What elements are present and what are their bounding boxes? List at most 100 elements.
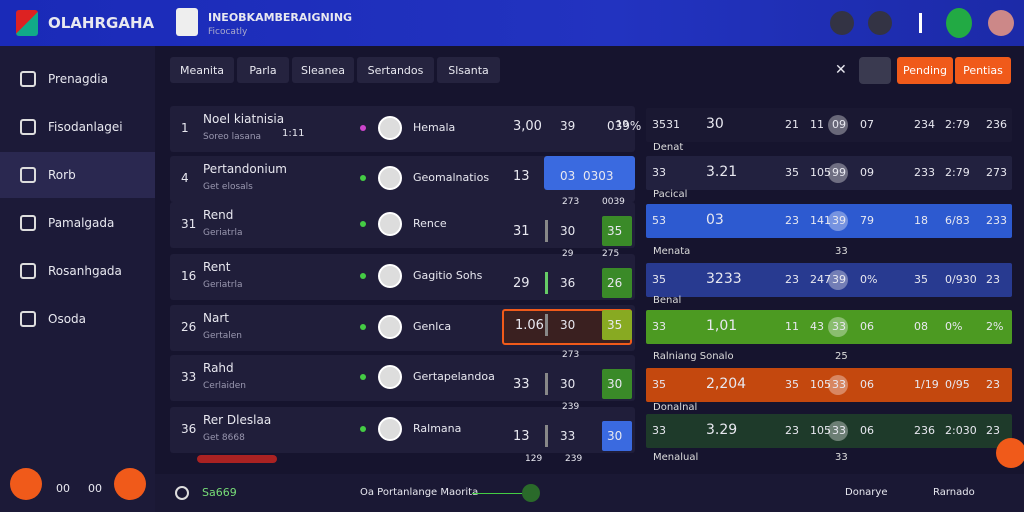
action-button[interactable]: Pentias bbox=[955, 57, 1011, 84]
player-row[interactable]: 31 Rend Geriatrla Rence 31 30 35 273 0039 bbox=[170, 197, 635, 248]
stat-cell: 33 bbox=[832, 378, 846, 391]
tab[interactable]: Slsanta bbox=[437, 57, 500, 83]
player-row[interactable]: 26 Nart Gertalen Genlca 1.06 30 35 bbox=[170, 305, 635, 351]
stat-row[interactable]: 35 3233 23 247 39 0% 35 0/930 23 bbox=[646, 263, 1012, 297]
chat-icon[interactable] bbox=[868, 11, 892, 35]
footer-link[interactable]: Rarnado bbox=[933, 487, 975, 498]
team-sub: Get elosals bbox=[203, 182, 253, 192]
nav-label: Rosanhgada bbox=[48, 264, 122, 278]
player-name: Hemala bbox=[413, 121, 456, 134]
top-stat: 0039 bbox=[602, 197, 625, 207]
player-row[interactable]: 36 Rer Dleslaa Get 8668 Ralmana 13 33 30 239 bbox=[170, 402, 635, 453]
score: 33 bbox=[513, 377, 530, 392]
avatar bbox=[378, 365, 402, 389]
sidebar: Prenagdia Fisodanlagei Rorb Pamalgada Rosanh… bbox=[0, 46, 155, 512]
stat-row[interactable]: 3531 30 21 11 09 07 234 2:79 236 bbox=[646, 108, 1012, 142]
stat-box bbox=[602, 268, 632, 298]
stat-row[interactable]: 33 3.29 23 105 33 06 236 2:030 23 bbox=[646, 414, 1012, 448]
footer-knob[interactable] bbox=[522, 484, 540, 502]
nav-icon bbox=[20, 263, 36, 279]
stat-cell: 18 bbox=[914, 214, 928, 227]
stat-cell: 06 bbox=[860, 424, 874, 437]
stat-cell: 35 bbox=[785, 166, 799, 179]
stat-cell: 233 bbox=[986, 214, 1007, 227]
sidebar-counter: 00 bbox=[88, 482, 102, 495]
stat-cell: 105 bbox=[810, 424, 831, 437]
stat-cell: 1/19 bbox=[914, 378, 939, 391]
stat-cell: 2:79 bbox=[945, 118, 970, 131]
stat-row[interactable]: 33 1,01 11 43 33 06 08 0% 2% bbox=[646, 310, 1012, 344]
status-dot bbox=[360, 374, 366, 380]
player-name: Gertapelandoa bbox=[413, 370, 495, 383]
nav-label: Osoda bbox=[48, 312, 87, 326]
nav-item[interactable]: Rorb bbox=[0, 152, 155, 198]
stat-cell: 03 bbox=[706, 212, 724, 228]
group-note: 33 bbox=[835, 246, 848, 257]
stat-b: 35 bbox=[607, 318, 623, 332]
tab[interactable]: Meanita bbox=[170, 57, 234, 83]
stat-cell: 2:030 bbox=[945, 424, 977, 437]
team-title: INEOBKAMBERAIGNING bbox=[208, 11, 353, 24]
tab[interactable]: Parla bbox=[237, 57, 289, 83]
score: 13 bbox=[513, 169, 530, 184]
group-label: Pacical bbox=[653, 189, 688, 200]
fab[interactable] bbox=[996, 438, 1024, 468]
group-note: 33 bbox=[835, 452, 848, 463]
stat-b: 26 bbox=[607, 276, 623, 290]
stat-cell: 0% bbox=[945, 320, 963, 333]
stat-cell: 236 bbox=[914, 424, 935, 437]
action-button[interactable]: Pending bbox=[897, 57, 953, 84]
stat-cell: 247 bbox=[810, 273, 831, 286]
search-icon[interactable] bbox=[830, 11, 854, 35]
tool-button[interactable] bbox=[859, 57, 891, 84]
stat-circle bbox=[828, 375, 848, 395]
stat-cell: 1,01 bbox=[706, 318, 738, 334]
nav-icon bbox=[20, 167, 36, 183]
stat-row[interactable]: 33 3.21 35 105 99 09 233 2:79 273 bbox=[646, 156, 1012, 190]
top-stat: 29 bbox=[562, 249, 574, 259]
highlight-cell bbox=[544, 156, 635, 190]
footer-stat: 239 bbox=[565, 454, 583, 464]
player-name: Gagitio Sohs bbox=[413, 269, 483, 282]
player-row[interactable]: 33 Rahd Cerlaiden Gertapelandoa 33 30 30 273 bbox=[170, 350, 635, 401]
avatar bbox=[378, 116, 402, 140]
group-note: 25 bbox=[835, 351, 848, 362]
close-icon[interactable]: ✕ bbox=[835, 62, 847, 78]
stat-cell: 30 bbox=[706, 116, 724, 132]
stat-cell: 3.21 bbox=[706, 164, 738, 180]
nav-item[interactable]: Osoda bbox=[0, 296, 155, 342]
player-row[interactable]: 16 Rent Geriatrla Gagitio Sohs 29 36 26 29 275 bbox=[170, 249, 635, 300]
rank: 33 bbox=[181, 370, 197, 384]
stat-row[interactable]: 53 03 23 141 39 79 18 6/83 233 bbox=[646, 204, 1012, 238]
play-button[interactable] bbox=[114, 468, 146, 500]
nav-item[interactable]: Rosanhgada bbox=[0, 248, 155, 294]
stat-cell: 105 bbox=[810, 166, 831, 179]
record-button[interactable] bbox=[10, 468, 42, 500]
tab[interactable]: Sleanea bbox=[292, 57, 354, 83]
footer-link[interactable]: Donarye bbox=[845, 487, 888, 498]
stat-cell: 35 bbox=[785, 378, 799, 391]
player-row[interactable]: 1 Noel kiatnisia Soreo lasana 1:11 Hemala 3,0… bbox=[170, 106, 641, 152]
rank: 36 bbox=[181, 422, 197, 436]
stat-cell: 0% bbox=[860, 273, 878, 286]
nav-item[interactable]: Prenagdia bbox=[0, 56, 155, 102]
profile-avatar[interactable] bbox=[988, 10, 1014, 36]
badge-icon[interactable] bbox=[946, 8, 972, 38]
extra: 1:11 bbox=[282, 128, 305, 139]
stat-row[interactable]: 35 2,204 35 105 33 06 1/19 0/95 23 bbox=[646, 368, 1012, 402]
bar-indicator bbox=[545, 220, 548, 242]
team-name: Nart bbox=[203, 311, 229, 325]
stat-c: 19 bbox=[616, 119, 629, 130]
rank: 26 bbox=[181, 320, 197, 334]
music-icon[interactable] bbox=[908, 13, 922, 33]
status-dot bbox=[360, 426, 366, 432]
nav-item[interactable]: Fisodanlagei bbox=[0, 104, 155, 150]
nav-label: Rorb bbox=[48, 168, 76, 182]
nav-item[interactable]: Pamalgada bbox=[0, 200, 155, 246]
stat-cell: 39 bbox=[832, 273, 846, 286]
group-label: Denat bbox=[653, 142, 684, 153]
tab[interactable]: Sertandos bbox=[357, 57, 434, 83]
stat-box bbox=[602, 216, 632, 246]
group-label: Menalual bbox=[653, 452, 699, 463]
player-row[interactable]: 4 Pertandonium Get elosals Geomalnatios 13 03… bbox=[170, 156, 635, 202]
